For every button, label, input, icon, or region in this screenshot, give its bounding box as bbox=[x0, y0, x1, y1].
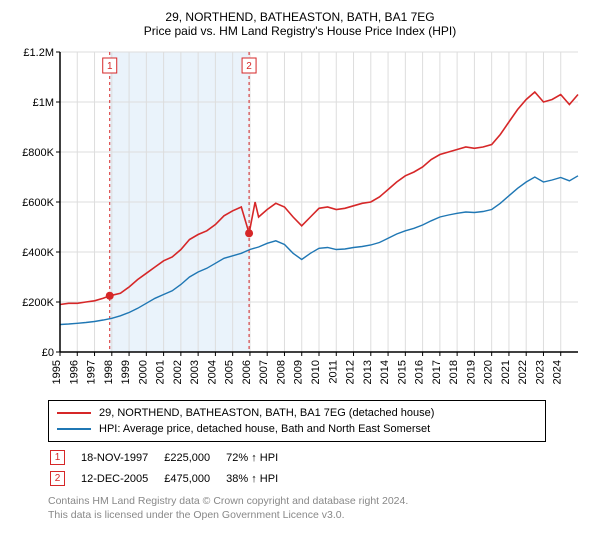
sales-table: 1 18-NOV-1997 £225,000 72% ↑ HPI 2 12-DE… bbox=[48, 446, 294, 490]
chart-title-address: 29, NORTHEND, BATHEASTON, BATH, BA1 7EG bbox=[14, 10, 586, 24]
svg-text:2001: 2001 bbox=[155, 360, 167, 384]
footnote-line: Contains HM Land Registry data © Crown c… bbox=[48, 494, 586, 508]
svg-text:1998: 1998 bbox=[103, 360, 115, 384]
svg-text:2006: 2006 bbox=[241, 360, 253, 384]
chart-title-sub: Price paid vs. HM Land Registry's House … bbox=[14, 24, 586, 38]
legend-item-hpi: HPI: Average price, detached house, Bath… bbox=[57, 421, 537, 437]
table-row: 2 12-DEC-2005 £475,000 38% ↑ HPI bbox=[50, 469, 292, 488]
svg-text:2010: 2010 bbox=[310, 360, 322, 384]
sale-date: 18-NOV-1997 bbox=[81, 448, 162, 467]
svg-text:£0: £0 bbox=[42, 347, 54, 359]
svg-text:2007: 2007 bbox=[258, 360, 270, 384]
svg-text:2011: 2011 bbox=[327, 360, 339, 384]
sale-delta: 38% ↑ HPI bbox=[226, 469, 292, 488]
sale-price: £225,000 bbox=[164, 448, 224, 467]
legend-label-subject: 29, NORTHEND, BATHEASTON, BATH, BA1 7EG … bbox=[99, 405, 434, 421]
sale-marker-2: 2 bbox=[50, 471, 65, 486]
svg-text:£400K: £400K bbox=[22, 247, 54, 259]
svg-text:2016: 2016 bbox=[414, 360, 426, 384]
svg-text:£600K: £600K bbox=[22, 197, 54, 209]
sale-date: 12-DEC-2005 bbox=[81, 469, 162, 488]
svg-text:2022: 2022 bbox=[517, 360, 529, 384]
svg-text:2009: 2009 bbox=[293, 360, 305, 384]
svg-text:£200K: £200K bbox=[22, 297, 54, 309]
svg-text:£800K: £800K bbox=[22, 147, 54, 159]
svg-text:2008: 2008 bbox=[275, 360, 287, 384]
svg-text:£1M: £1M bbox=[33, 97, 54, 109]
svg-text:£1.2M: £1.2M bbox=[23, 47, 54, 59]
svg-text:2024: 2024 bbox=[552, 360, 564, 384]
svg-text:1: 1 bbox=[107, 61, 113, 72]
svg-text:2: 2 bbox=[246, 61, 252, 72]
svg-text:2019: 2019 bbox=[465, 360, 477, 384]
table-row: 1 18-NOV-1997 £225,000 72% ↑ HPI bbox=[50, 448, 292, 467]
svg-text:2015: 2015 bbox=[396, 360, 408, 384]
price-chart: £0 £200K £400K £600K £800K £1M £1.2M 1995 1996 19… bbox=[14, 44, 586, 394]
legend: 29, NORTHEND, BATHEASTON, BATH, BA1 7EG … bbox=[48, 400, 546, 442]
svg-text:2017: 2017 bbox=[431, 360, 443, 384]
sale-price: £475,000 bbox=[164, 469, 224, 488]
svg-text:2012: 2012 bbox=[345, 360, 357, 384]
svg-text:1996: 1996 bbox=[68, 360, 80, 384]
svg-text:2018: 2018 bbox=[448, 360, 460, 384]
svg-text:2021: 2021 bbox=[500, 360, 512, 384]
legend-item-subject: 29, NORTHEND, BATHEASTON, BATH, BA1 7EG … bbox=[57, 405, 537, 421]
svg-text:2004: 2004 bbox=[206, 360, 218, 384]
svg-text:2013: 2013 bbox=[362, 360, 374, 384]
footnote-line: This data is licensed under the Open Gov… bbox=[48, 508, 586, 522]
svg-text:2023: 2023 bbox=[534, 360, 546, 384]
svg-text:2020: 2020 bbox=[483, 360, 495, 384]
svg-text:2000: 2000 bbox=[137, 360, 149, 384]
legend-line-hpi bbox=[57, 428, 91, 430]
svg-text:2005: 2005 bbox=[224, 360, 236, 384]
svg-text:2003: 2003 bbox=[189, 360, 201, 384]
svg-text:2014: 2014 bbox=[379, 360, 391, 384]
svg-text:2002: 2002 bbox=[172, 360, 184, 384]
svg-text:1999: 1999 bbox=[120, 360, 132, 384]
legend-label-hpi: HPI: Average price, detached house, Bath… bbox=[99, 421, 430, 437]
sale-marker-1: 1 bbox=[50, 450, 65, 465]
svg-text:1997: 1997 bbox=[86, 360, 98, 384]
legend-line-subject bbox=[57, 412, 91, 414]
footnote: Contains HM Land Registry data © Crown c… bbox=[48, 494, 586, 522]
sale-delta: 72% ↑ HPI bbox=[226, 448, 292, 467]
svg-text:1995: 1995 bbox=[51, 360, 63, 384]
